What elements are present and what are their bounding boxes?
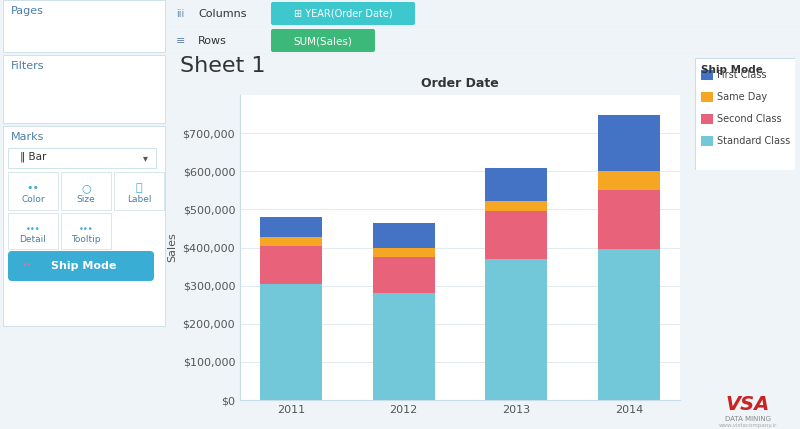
Bar (373, 257, 434, 293)
Text: Standard Class: Standard Class (717, 136, 790, 146)
Text: Filters: Filters (11, 61, 45, 71)
Text: Detail: Detail (19, 235, 46, 244)
Bar (373, 248, 434, 257)
Bar (8, 172, 58, 210)
Text: Same Day: Same Day (717, 92, 767, 102)
Text: Marks: Marks (11, 132, 44, 142)
Text: Sheet 1: Sheet 1 (180, 56, 266, 76)
Bar (486, 211, 547, 259)
Bar (260, 217, 322, 237)
Text: Rows: Rows (198, 36, 227, 46)
Bar (598, 115, 660, 171)
Text: Label: Label (126, 195, 151, 204)
Text: ≡: ≡ (176, 36, 186, 46)
Text: SUM(Sales): SUM(Sales) (294, 36, 353, 46)
FancyBboxPatch shape (8, 251, 154, 281)
Text: Ｔ: Ｔ (136, 183, 142, 193)
Bar (3, 55, 165, 123)
Text: VSA: VSA (726, 395, 770, 414)
Bar (61, 172, 111, 210)
Text: ⊞ YEAR(Order Date): ⊞ YEAR(Order Date) (294, 9, 392, 19)
Text: www.vistacompany.ir: www.vistacompany.ir (719, 423, 777, 428)
Bar (61, 213, 111, 249)
Text: iii: iii (176, 9, 184, 19)
Bar (373, 223, 434, 248)
Text: Tooltip: Tooltip (71, 235, 101, 244)
Bar (373, 293, 434, 400)
Text: DATA MINING: DATA MINING (725, 416, 771, 422)
Text: Columns: Columns (198, 9, 246, 19)
Text: Second Class: Second Class (717, 114, 782, 124)
Text: Ship Mode: Ship Mode (51, 261, 117, 271)
Bar (3, 0, 165, 52)
Bar (8, 213, 58, 249)
Bar (598, 190, 660, 249)
Bar (598, 171, 660, 190)
Text: ○: ○ (81, 183, 91, 193)
Text: •••: ••• (78, 225, 94, 234)
Text: Color: Color (21, 195, 45, 204)
Bar (260, 284, 322, 400)
FancyBboxPatch shape (271, 29, 375, 52)
Bar (8, 148, 156, 168)
Bar (486, 168, 547, 201)
Text: •••: ••• (26, 225, 40, 234)
Text: ••: •• (22, 262, 32, 271)
Bar (486, 201, 547, 211)
Text: Pages: Pages (11, 6, 44, 16)
Bar (701, 70, 713, 80)
Text: Ship Mode: Ship Mode (701, 65, 763, 75)
Bar (114, 172, 164, 210)
FancyBboxPatch shape (271, 2, 415, 25)
Bar (260, 245, 322, 284)
Bar (486, 259, 547, 400)
Bar (598, 249, 660, 400)
Bar (701, 136, 713, 146)
Bar (260, 237, 322, 245)
Text: First Class: First Class (717, 70, 766, 80)
Text: ••: •• (26, 183, 39, 193)
Bar (701, 92, 713, 102)
Text: ▾: ▾ (143, 153, 148, 163)
Text: Size: Size (77, 195, 95, 204)
Bar (3, 126, 165, 326)
Y-axis label: Sales: Sales (167, 233, 177, 263)
Title: Order Date: Order Date (421, 77, 499, 90)
Bar (701, 114, 713, 124)
Text: ‖ Bar: ‖ Bar (20, 151, 46, 161)
